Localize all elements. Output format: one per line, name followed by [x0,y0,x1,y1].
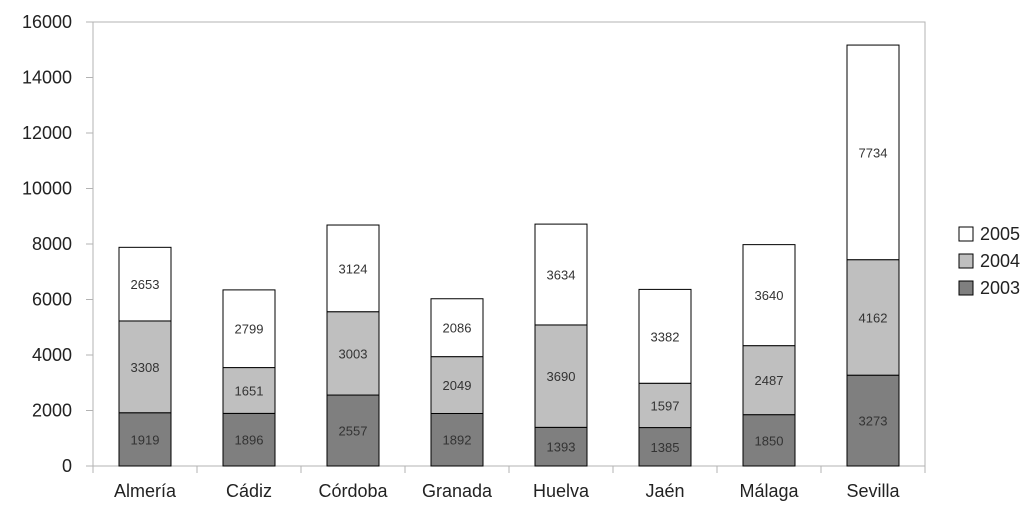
data-label: 2653 [131,277,160,292]
data-label: 3308 [131,360,160,375]
bar-segment-2003 [430,412,484,467]
data-label: 3273 [859,414,888,429]
data-label: 2799 [235,322,264,337]
bar-segment-2004 [534,324,588,428]
legend-swatch [958,253,974,269]
data-label: 1850 [755,433,784,448]
bar-stack: 1393 3690 3634 [534,223,588,467]
data-label: 3690 [547,369,576,384]
bar-segment-2003 [742,414,796,467]
bar-segment-2003 [638,427,692,467]
data-label: 1896 [235,433,264,448]
data-label: 1385 [651,440,680,455]
bar-segment-2003 [846,374,900,467]
data-label: 1892 [443,433,472,448]
y-tick-label: 10000 [22,179,72,199]
x-category-label: Granada [422,481,493,501]
y-tick-label: 16000 [22,12,72,32]
x-axis: Almería Cádiz Córdoba Granada Huelva Jaén Mála… [92,466,926,501]
legend-item: 2004 [958,251,1020,271]
bar-segment-2005 [638,288,692,384]
bar-segment-2005 [534,223,588,326]
bar-stack: 1385 1597 3382 [638,288,692,467]
bar-segment-2004 [326,311,380,396]
bar-stack: 3273 4162 7734 [846,44,900,467]
y-tick-label: 2000 [32,401,72,421]
x-category-label: Jaén [645,481,684,501]
bar-segment-2005 [846,44,900,261]
data-label: 3382 [651,329,680,344]
y-axis: 0 2000 4000 6000 8000 10000 12000 14000 16000 [22,12,93,476]
bar-segment-2004 [222,367,276,414]
legend-swatch [958,226,974,242]
bar-segment-2003 [534,426,588,467]
x-category-label: Sevilla [846,481,900,501]
bar-segment-2005 [326,224,380,313]
bar-segment-2005 [430,298,484,358]
data-label: 2487 [755,373,784,388]
legend-label: 2004 [980,251,1020,271]
legend-label: 2003 [980,278,1020,298]
bar-stack: 2557 3003 3124 [326,224,380,467]
y-tick-label: 14000 [22,68,72,88]
y-tick-label: 12000 [22,123,72,143]
data-label: 2557 [339,424,368,439]
bar-segment-2004 [430,356,484,414]
y-tick-label: 0 [62,456,72,476]
bar-stack: 1919 3308 2653 [118,246,172,467]
legend: 2005 2004 2003 [958,224,1020,298]
data-label: 1919 [131,432,160,447]
data-label: 1393 [547,440,576,455]
y-tick-label: 6000 [32,290,72,310]
bar-stack: 1896 1651 2799 [222,289,276,467]
plot-border [92,21,926,467]
bar-segment-2004 [638,382,692,429]
data-label: 3003 [339,346,368,361]
bar-segment-2003 [326,394,380,467]
legend-item: 2005 [958,224,1020,244]
x-category-label: Cádiz [226,481,272,501]
bar-segment-2005 [222,289,276,369]
data-label: 2049 [443,378,472,393]
bars: 1919 3308 2653 1896 1651 2799 2557 3003 3124 1892… [118,44,900,467]
y-tick-label: 4000 [32,345,72,365]
data-label: 7734 [859,145,888,160]
bar-stack: 1892 2049 2086 [430,298,484,467]
x-category-label: Huelva [533,481,590,501]
bar-segment-2004 [742,345,796,416]
data-label: 3124 [339,261,368,276]
bar-segment-2003 [222,412,276,467]
x-category-label: Málaga [739,481,799,501]
x-category-label: Córdoba [318,481,388,501]
y-tick-label: 8000 [32,234,72,254]
plot-frame [92,21,926,467]
legend-item: 2003 [958,278,1020,298]
legend-swatch [958,280,974,296]
legend-label: 2005 [980,224,1020,244]
bar-stack: 1850 2487 3640 [742,244,796,467]
bar-segment-2005 [118,246,172,322]
data-label: 3634 [547,268,576,283]
data-label: 2086 [443,321,472,336]
data-label: 1597 [651,398,680,413]
data-label: 4162 [859,310,888,325]
bar-segment-2004 [846,259,900,376]
bar-segment-2005 [742,244,796,347]
data-label: 1651 [235,383,264,398]
x-category-label: Almería [114,481,177,501]
data-label: 3640 [755,288,784,303]
